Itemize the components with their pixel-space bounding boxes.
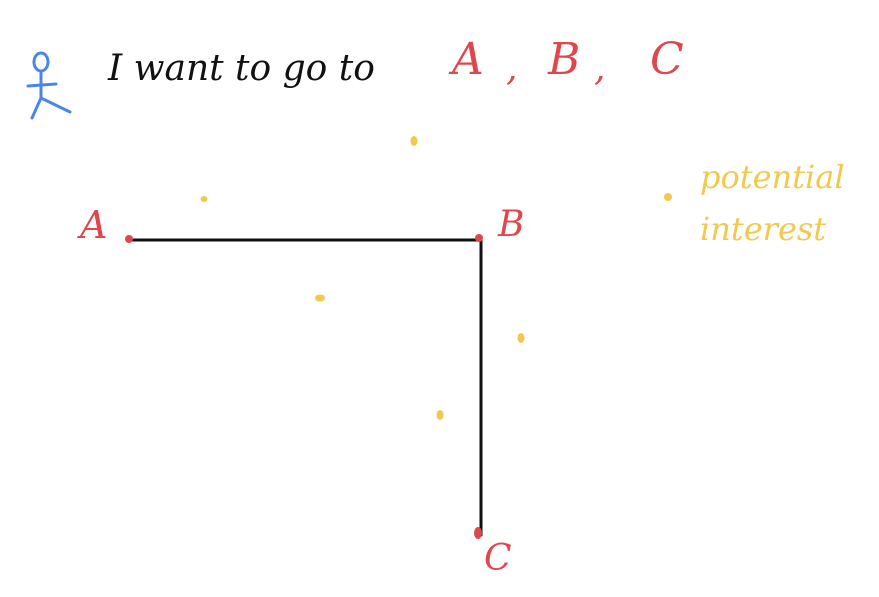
destination-c: C [650, 34, 684, 85]
stop-c-marker [474, 527, 482, 539]
destination-a: A [448, 34, 484, 85]
interest-points [200, 136, 672, 420]
legend-dot [664, 193, 672, 201]
interest-dot [436, 410, 444, 420]
stop-c-label: C [484, 538, 512, 579]
comma-2: , [594, 48, 605, 89]
comma-1: , [506, 48, 517, 89]
interest-dot [200, 196, 208, 202]
destination-b: B [547, 34, 580, 85]
legend-line-1: potential [700, 158, 845, 196]
stop-a-marker [125, 235, 133, 243]
interest-dot [517, 333, 525, 343]
stop-b-label: B [497, 204, 524, 245]
legend-line-2: interest [700, 210, 826, 248]
intro-text: I want to go to [107, 48, 375, 89]
stop-b-marker [475, 234, 483, 242]
stop-a-label: A [77, 203, 107, 247]
interest-dot [315, 294, 325, 302]
person-icon [26, 51, 72, 120]
interest-dot [410, 136, 418, 146]
